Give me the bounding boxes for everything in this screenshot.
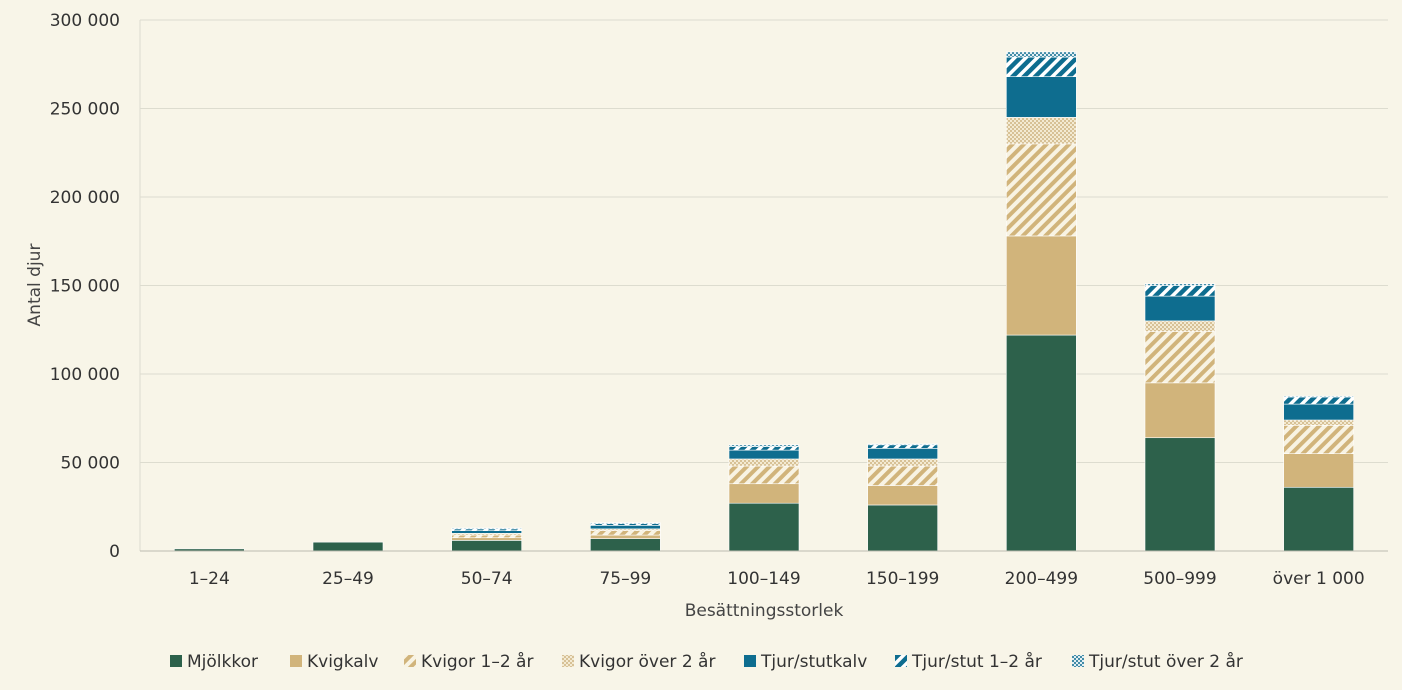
bar-segment (451, 534, 522, 539)
bar-segment (1283, 396, 1354, 405)
bar-segment (451, 540, 522, 552)
bar-segment (312, 541, 384, 552)
legend-label: Tjur/stutkalv (760, 652, 867, 672)
bar-segment (728, 483, 800, 504)
bar-segment (1144, 285, 1216, 297)
bar-segment (728, 458, 800, 467)
x-tick-label: över 1 000 (1273, 569, 1365, 589)
legend-label: Kvigor 1–2 år (421, 651, 533, 672)
bar-segment (1144, 437, 1216, 552)
bars (174, 51, 1354, 552)
bar-segment (1144, 295, 1216, 322)
bar-segment (728, 446, 800, 451)
bar-segment (1283, 419, 1354, 426)
bar-segment (1006, 51, 1077, 58)
x-tick-label: 200–499 (1005, 569, 1078, 589)
bar-segment (590, 522, 661, 524)
bar-segment (1006, 143, 1077, 237)
bar-segment (1283, 486, 1354, 552)
bar-segment (1006, 117, 1077, 145)
bar-segment (1283, 453, 1354, 488)
y-tick-label: 250 000 (50, 100, 120, 120)
bar-segment (728, 502, 800, 552)
x-axis-title: Besättningsstorlek (685, 601, 844, 621)
legend-swatch (290, 655, 302, 667)
legend-label: Tjur/stut över 2 år (1088, 651, 1243, 672)
bar-segment (590, 534, 661, 539)
y-tick-label: 150 000 (50, 277, 120, 297)
gridlines (140, 19, 1388, 552)
bar-segment (1144, 331, 1216, 384)
bar-segment (867, 458, 938, 467)
y-axis: 0 50 000 100 000 150 000 200 000 250 000 300 0… (50, 11, 141, 562)
bar-segment (1283, 395, 1354, 398)
legend: Mjölkkor Kvigkalv Kvigor 1–2 år Kvigor över… (170, 651, 1243, 672)
legend-label: Tjur/stut 1–2 år (911, 651, 1042, 672)
bar-segment (867, 504, 938, 552)
y-tick-label: 0 (109, 542, 120, 562)
legend-swatch (562, 655, 574, 667)
x-tick-label: 25–49 (322, 569, 374, 589)
bar-segment (867, 485, 938, 506)
bar-segment (1006, 235, 1077, 336)
legend-label: Kvigor över 2 år (579, 651, 715, 672)
bar-segment (1006, 56, 1077, 77)
legend-swatch (170, 655, 182, 667)
bar-segment (867, 465, 938, 486)
bar-segment (867, 444, 938, 449)
bar-segment (1006, 334, 1077, 552)
bar-segment (1144, 320, 1216, 332)
bar-segment (1144, 283, 1216, 286)
y-tick-label: 100 000 (50, 365, 120, 385)
legend-label: Kvigkalv (307, 652, 378, 672)
bar-segment (867, 443, 938, 446)
x-tick-label: 100–149 (727, 569, 800, 589)
y-axis-title: Antal djur (25, 244, 45, 327)
bar-segment (1144, 382, 1216, 439)
bar-segment (590, 530, 661, 536)
legend-swatch (1072, 655, 1084, 667)
x-tick-label: 50–74 (461, 569, 513, 589)
bar-segment (590, 538, 661, 552)
bar-segment (728, 465, 800, 485)
x-tick-label: 500–999 (1143, 569, 1216, 589)
legend-swatch (404, 655, 416, 667)
bar-segment (728, 444, 800, 447)
x-tick-label: 75–99 (599, 569, 651, 589)
legend-swatch (895, 655, 907, 667)
y-tick-label: 200 000 (50, 188, 120, 208)
bar-segment (1283, 403, 1354, 421)
legend-swatch (744, 655, 756, 667)
x-tick-label: 1–24 (189, 569, 230, 589)
bar-segment (590, 525, 661, 530)
y-tick-label: 300 000 (50, 11, 120, 31)
legend-label: Mjölkkor (187, 652, 258, 672)
x-axis: 1–24 25–49 50–74 75–99 100–149 150–199 200–499… (140, 550, 1388, 589)
bar-segment (1006, 76, 1077, 118)
x-tick-label: 150–199 (866, 569, 939, 589)
bar-segment (1283, 425, 1354, 454)
y-tick-label: 50 000 (61, 454, 120, 474)
bar-segment (451, 530, 522, 534)
bar-segment (451, 537, 522, 541)
bar-segment (728, 449, 800, 460)
bar-segment (867, 448, 938, 460)
bar-segment (451, 527, 522, 530)
